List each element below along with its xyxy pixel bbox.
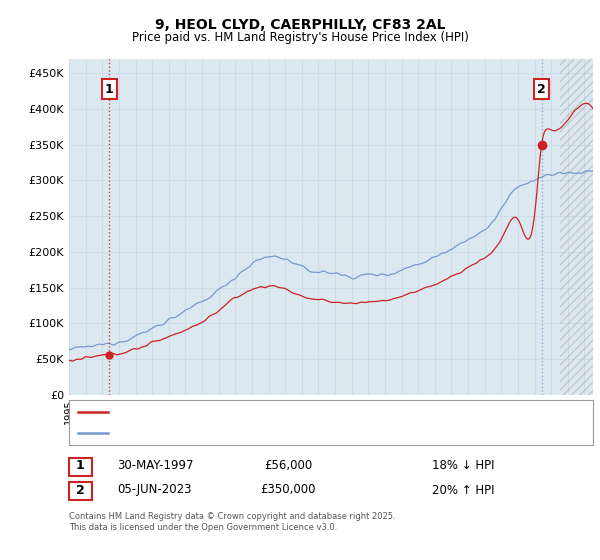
Text: 20% ↑ HPI: 20% ↑ HPI (432, 483, 494, 497)
Text: 1: 1 (104, 82, 113, 96)
Text: HPI: Average price, detached house, Caerphilly: HPI: Average price, detached house, Caer… (112, 428, 358, 438)
Text: 9, HEOL CLYD, CAERPHILLY, CF83 2AL (detached house): 9, HEOL CLYD, CAERPHILLY, CF83 2AL (deta… (112, 408, 402, 418)
Text: £56,000: £56,000 (264, 459, 312, 473)
Text: 1: 1 (76, 459, 85, 473)
Text: 2: 2 (537, 82, 546, 96)
Bar (560, 59, 593, 395)
Text: 18% ↓ HPI: 18% ↓ HPI (432, 459, 494, 473)
Text: 05-JUN-2023: 05-JUN-2023 (117, 483, 191, 497)
Text: Price paid vs. HM Land Registry's House Price Index (HPI): Price paid vs. HM Land Registry's House … (131, 31, 469, 44)
Text: Contains HM Land Registry data © Crown copyright and database right 2025.
This d: Contains HM Land Registry data © Crown c… (69, 512, 395, 532)
Text: 9, HEOL CLYD, CAERPHILLY, CF83 2AL: 9, HEOL CLYD, CAERPHILLY, CF83 2AL (155, 18, 445, 32)
Text: 30-MAY-1997: 30-MAY-1997 (117, 459, 193, 473)
Text: £350,000: £350,000 (260, 483, 316, 497)
Text: 2: 2 (76, 483, 85, 497)
